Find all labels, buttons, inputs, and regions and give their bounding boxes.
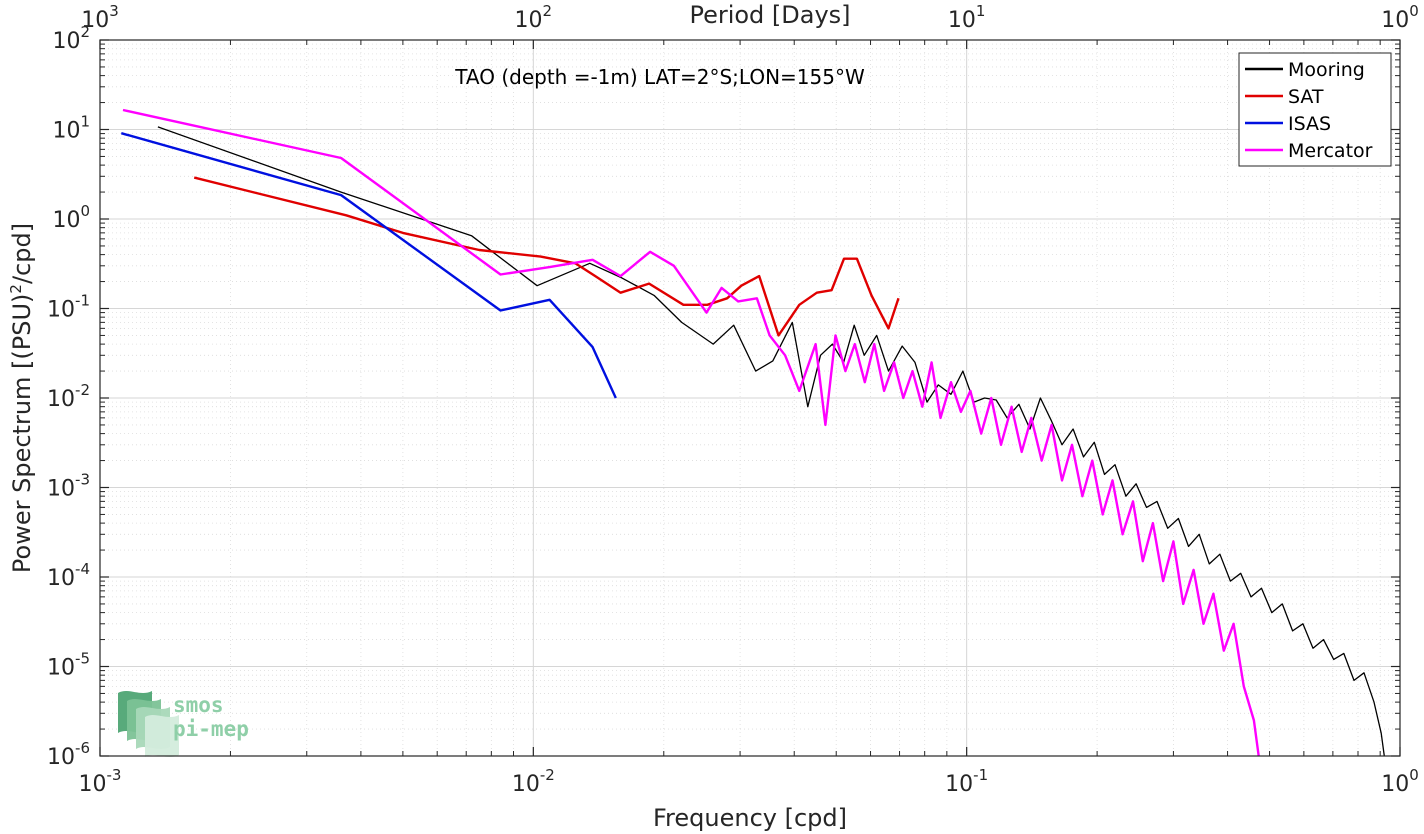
x-tick-label-exponent: -2	[540, 766, 555, 784]
y-tick-label: 10-3	[47, 471, 90, 502]
x-tick-label-base: 10	[945, 772, 973, 797]
x2-tick-label-base: 10	[1381, 8, 1409, 33]
tick-marks	[99, 39, 1401, 757]
x2-tick-label: 100	[1381, 2, 1419, 33]
y-tick-label: 10-1	[47, 292, 90, 323]
y-tick-label-exponent: 0	[80, 202, 90, 220]
y-tick-label-exponent: 1	[80, 113, 90, 131]
top-axis-label: Period [Days]	[689, 1, 850, 29]
minor-grid	[100, 40, 1400, 756]
legend-box	[1238, 52, 1392, 167]
y-axis-label-main: Power Spectrum [(PSU)	[8, 294, 36, 573]
series-line-sat	[193, 176, 900, 337]
x2-tick-label-base: 10	[948, 8, 976, 33]
x2-tick-label-exponent: 3	[109, 2, 119, 20]
y-tick-label-base: 10	[47, 745, 75, 770]
x-tick-label: 10-1	[945, 766, 988, 797]
y-axis-label-sup: 2	[7, 284, 25, 294]
series-line-mooring	[157, 126, 1385, 757]
y-tick-label: 100	[52, 202, 90, 233]
x2-tick-label: 102	[515, 2, 553, 33]
x-tick-label: 10-3	[79, 766, 122, 797]
y-tick-label-base: 10	[52, 119, 80, 144]
y-tick-label-base: 10	[52, 208, 80, 233]
series-layer	[120, 108, 1385, 757]
y-tick-label: 10-6	[47, 739, 90, 770]
legend-label-sat: SAT	[1288, 86, 1324, 108]
legend-label-isas: ISAS	[1288, 113, 1331, 135]
y-tick-label: 10-5	[47, 650, 90, 681]
x-tick-label-exponent: 0	[1409, 766, 1419, 784]
legend-label-mooring: Mooring	[1288, 59, 1365, 81]
y-tick-label-base: 10	[47, 566, 75, 591]
x2-tick-label-base: 10	[81, 8, 109, 33]
x-tick-label-base: 10	[512, 772, 540, 797]
x2-tick-label-exponent: 1	[976, 2, 986, 20]
x2-tick-label: 101	[948, 2, 986, 33]
x-tick-label-base: 10	[1381, 772, 1409, 797]
x2-tick-label-exponent: 2	[543, 2, 553, 20]
x-tick-label-exponent: -1	[973, 766, 988, 784]
y-tick-label-base: 10	[47, 298, 75, 323]
y-tick-label-base: 10	[47, 387, 75, 412]
logo-stripe	[145, 715, 179, 757]
x-tick-label-base: 10	[79, 772, 107, 797]
y-tick-label: 10-2	[47, 381, 90, 412]
series-line-mercator	[122, 108, 1260, 757]
x2-tick-label: 103	[81, 2, 119, 33]
y-axis-label-suffix: /cpd]	[8, 223, 36, 284]
y-tick-label: 10-4	[47, 560, 90, 591]
y-tick-label-exponent: -6	[75, 739, 90, 757]
x2-tick-label-exponent: 0	[1409, 2, 1419, 20]
x-tick-label: 100	[1381, 766, 1419, 797]
x-tick-label-exponent: -3	[107, 766, 122, 784]
y-tick-label-exponent: 2	[80, 23, 90, 41]
y-tick-label-base: 10	[47, 656, 75, 681]
y-axis-label: Power Spectrum [(PSU)2/cpd]	[7, 223, 36, 573]
x-tick-label: 10-2	[512, 766, 555, 797]
y-tick-label-base: 10	[47, 477, 75, 502]
legend: Mooring SAT ISAS Mercator	[1238, 52, 1392, 167]
y-tick-label-exponent: -5	[75, 650, 90, 668]
y-tick-label-base: 10	[52, 29, 80, 54]
logo-text-smos: smos	[173, 693, 224, 717]
y-tick-label: 101	[52, 113, 90, 144]
x2-tick-label-base: 10	[515, 8, 543, 33]
x-axis-label: Frequency [cpd]	[653, 804, 847, 832]
y-tick-label-exponent: -2	[75, 381, 90, 399]
y-tick-label: 102	[52, 23, 90, 54]
legend-label-mercator: Mercator	[1288, 140, 1373, 162]
y-tick-label-exponent: -1	[75, 292, 90, 310]
legend-items: Mooring SAT ISAS Mercator	[1245, 59, 1373, 162]
logo-text-pi-mep: pi-mep	[173, 717, 249, 741]
y-tick-label-exponent: -3	[75, 471, 90, 489]
y-tick-label-exponent: -4	[75, 560, 90, 578]
logo-mark	[118, 691, 179, 757]
smos-pi-mep-logo: smos pi-mep	[118, 691, 249, 757]
chart-title: TAO (depth =-1m) LAT=2°S;LON=155°W	[454, 65, 865, 89]
series-line-isas	[120, 132, 617, 399]
